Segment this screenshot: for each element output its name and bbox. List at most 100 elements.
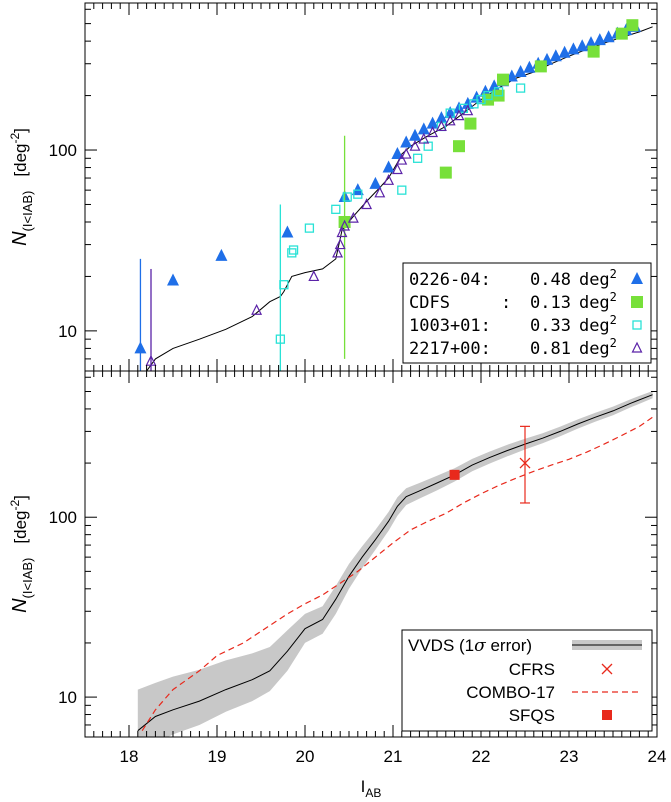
y-title-main: N bbox=[9, 231, 31, 246]
legend-series-unit: deg bbox=[579, 270, 610, 290]
top-legend-label: 2217+00: 0.81 deg2 bbox=[409, 336, 617, 359]
top-point-2 bbox=[483, 90, 493, 101]
top-point-0 bbox=[567, 42, 580, 55]
top-point-0 bbox=[549, 49, 562, 62]
top-point-1 bbox=[615, 27, 628, 40]
top-point-0 bbox=[409, 128, 421, 141]
legend-vvds-end: error) bbox=[486, 636, 532, 655]
legend-series-area: 0.81 bbox=[530, 339, 571, 359]
top-point-3 bbox=[361, 198, 373, 210]
top-point-2 bbox=[458, 103, 469, 113]
y-title-unit-exp: -2 bbox=[8, 133, 22, 144]
top-point-0 bbox=[576, 39, 589, 52]
top-point-2 bbox=[515, 83, 526, 93]
top-legend-label: 0226-04: 0.48 deg2 bbox=[409, 267, 617, 290]
top-point-3 bbox=[334, 238, 346, 250]
bottom-frame bbox=[84, 370, 658, 738]
x-tick-label: 24 bbox=[648, 747, 667, 766]
top-point-0 bbox=[461, 96, 474, 109]
legend-combo17-label: COMBO-17 bbox=[466, 683, 555, 702]
top-point-3 bbox=[347, 211, 359, 223]
top-legend-colon: : bbox=[501, 293, 511, 313]
top-point-3 bbox=[308, 270, 320, 282]
y-title-unit-end: ] bbox=[11, 495, 30, 500]
legend-series-exp: 2 bbox=[610, 313, 617, 327]
legend-cfrs-marker bbox=[601, 663, 613, 675]
top-point-2 bbox=[493, 87, 504, 97]
legend-series-area: 0.48 bbox=[530, 270, 571, 290]
top-point-2 bbox=[288, 245, 299, 255]
top-y-tick-label: 100 bbox=[49, 141, 77, 160]
bottom-y-tick-label: 10 bbox=[58, 688, 77, 707]
x-title-main: I bbox=[361, 777, 366, 796]
top-legend-marker bbox=[631, 272, 643, 284]
top-point-3 bbox=[396, 153, 408, 165]
top-point-0 bbox=[602, 30, 615, 43]
top-point-0 bbox=[369, 176, 382, 189]
top-point-1 bbox=[626, 19, 639, 32]
top-point-0 bbox=[281, 225, 294, 238]
x-axis-title: IAB bbox=[361, 777, 382, 800]
top-legend-label: CDFS 0.13 deg2 bbox=[409, 290, 617, 313]
top-legend-marker bbox=[631, 341, 643, 353]
legend-sfqs-label: SFQS bbox=[509, 706, 555, 725]
top-point-2 bbox=[304, 223, 315, 233]
top-point-1 bbox=[439, 166, 452, 179]
top-point-0 bbox=[167, 273, 179, 286]
top-point-3 bbox=[409, 139, 421, 151]
bottom-legend: VVDS (1σ error) CFRS COMBO-17 SFQS bbox=[401, 629, 653, 732]
legend-series-name: 1003+01: bbox=[409, 316, 491, 336]
top-point-0 bbox=[435, 111, 448, 124]
legend-sfqs-marker bbox=[602, 710, 612, 720]
top-point-3 bbox=[444, 114, 456, 126]
top-point-2 bbox=[342, 192, 352, 202]
y-title-main: N bbox=[9, 598, 31, 613]
top-point-0 bbox=[215, 248, 228, 261]
top-point-2 bbox=[412, 153, 423, 163]
top-point-3 bbox=[453, 109, 465, 121]
bottom-plot-area bbox=[137, 391, 653, 737]
top-point-0 bbox=[426, 116, 439, 129]
top-point-3 bbox=[462, 104, 474, 116]
top-point-3 bbox=[251, 303, 263, 315]
legend-series-exp: 2 bbox=[610, 267, 617, 281]
top-y-title-text: N(I<IAB) [deg-2] bbox=[8, 128, 35, 246]
top-point-0 bbox=[391, 147, 404, 160]
top-point-3 bbox=[383, 173, 395, 185]
bottom-y-title-text: N(I<IAB) [deg-2] bbox=[8, 495, 35, 613]
top-legend-marker bbox=[631, 296, 643, 308]
legend-series-area: 0.13 bbox=[530, 293, 571, 313]
top-point-1 bbox=[534, 60, 547, 73]
legend-series-name: CDFS bbox=[409, 293, 450, 313]
vvds-line bbox=[137, 394, 653, 732]
top-point-0 bbox=[417, 122, 430, 135]
top-point-3 bbox=[339, 219, 351, 231]
top-point-3 bbox=[145, 354, 157, 366]
top-point-1 bbox=[464, 117, 477, 130]
sfqs-point bbox=[449, 469, 460, 480]
y-title-unit-exp: -2 bbox=[8, 500, 22, 511]
y-title-unit: [deg bbox=[11, 144, 30, 177]
top-plot-area bbox=[134, 19, 653, 371]
cfrs-point bbox=[519, 457, 531, 469]
legend-series-name: 0226-04: bbox=[409, 270, 491, 290]
legend-vvds-label: VVDS (1σ error) bbox=[408, 636, 532, 656]
bottom-y-title: N(I<IAB) [deg-2] bbox=[8, 495, 35, 613]
top-point-2 bbox=[397, 185, 407, 195]
top-point-0 bbox=[514, 65, 527, 78]
top-y-title: N(I<IAB) [deg-2] bbox=[8, 128, 35, 246]
top-point-3 bbox=[427, 126, 439, 138]
y-title-sub: (I<IAB) bbox=[20, 191, 35, 232]
top-legend-label: 1003+01: 0.33 deg2 bbox=[409, 313, 617, 336]
top-point-0 bbox=[558, 45, 571, 58]
legend-cfrs-label: CFRS bbox=[509, 660, 555, 679]
x-tick-label: 20 bbox=[296, 747, 315, 766]
top-point-3 bbox=[391, 163, 403, 175]
legend-series-area: 0.33 bbox=[530, 316, 571, 336]
x-tick-label: 23 bbox=[560, 747, 579, 766]
x-tick-label: 19 bbox=[208, 747, 227, 766]
vvds-error-band bbox=[137, 391, 653, 737]
legend-series-unit: deg bbox=[579, 293, 610, 313]
